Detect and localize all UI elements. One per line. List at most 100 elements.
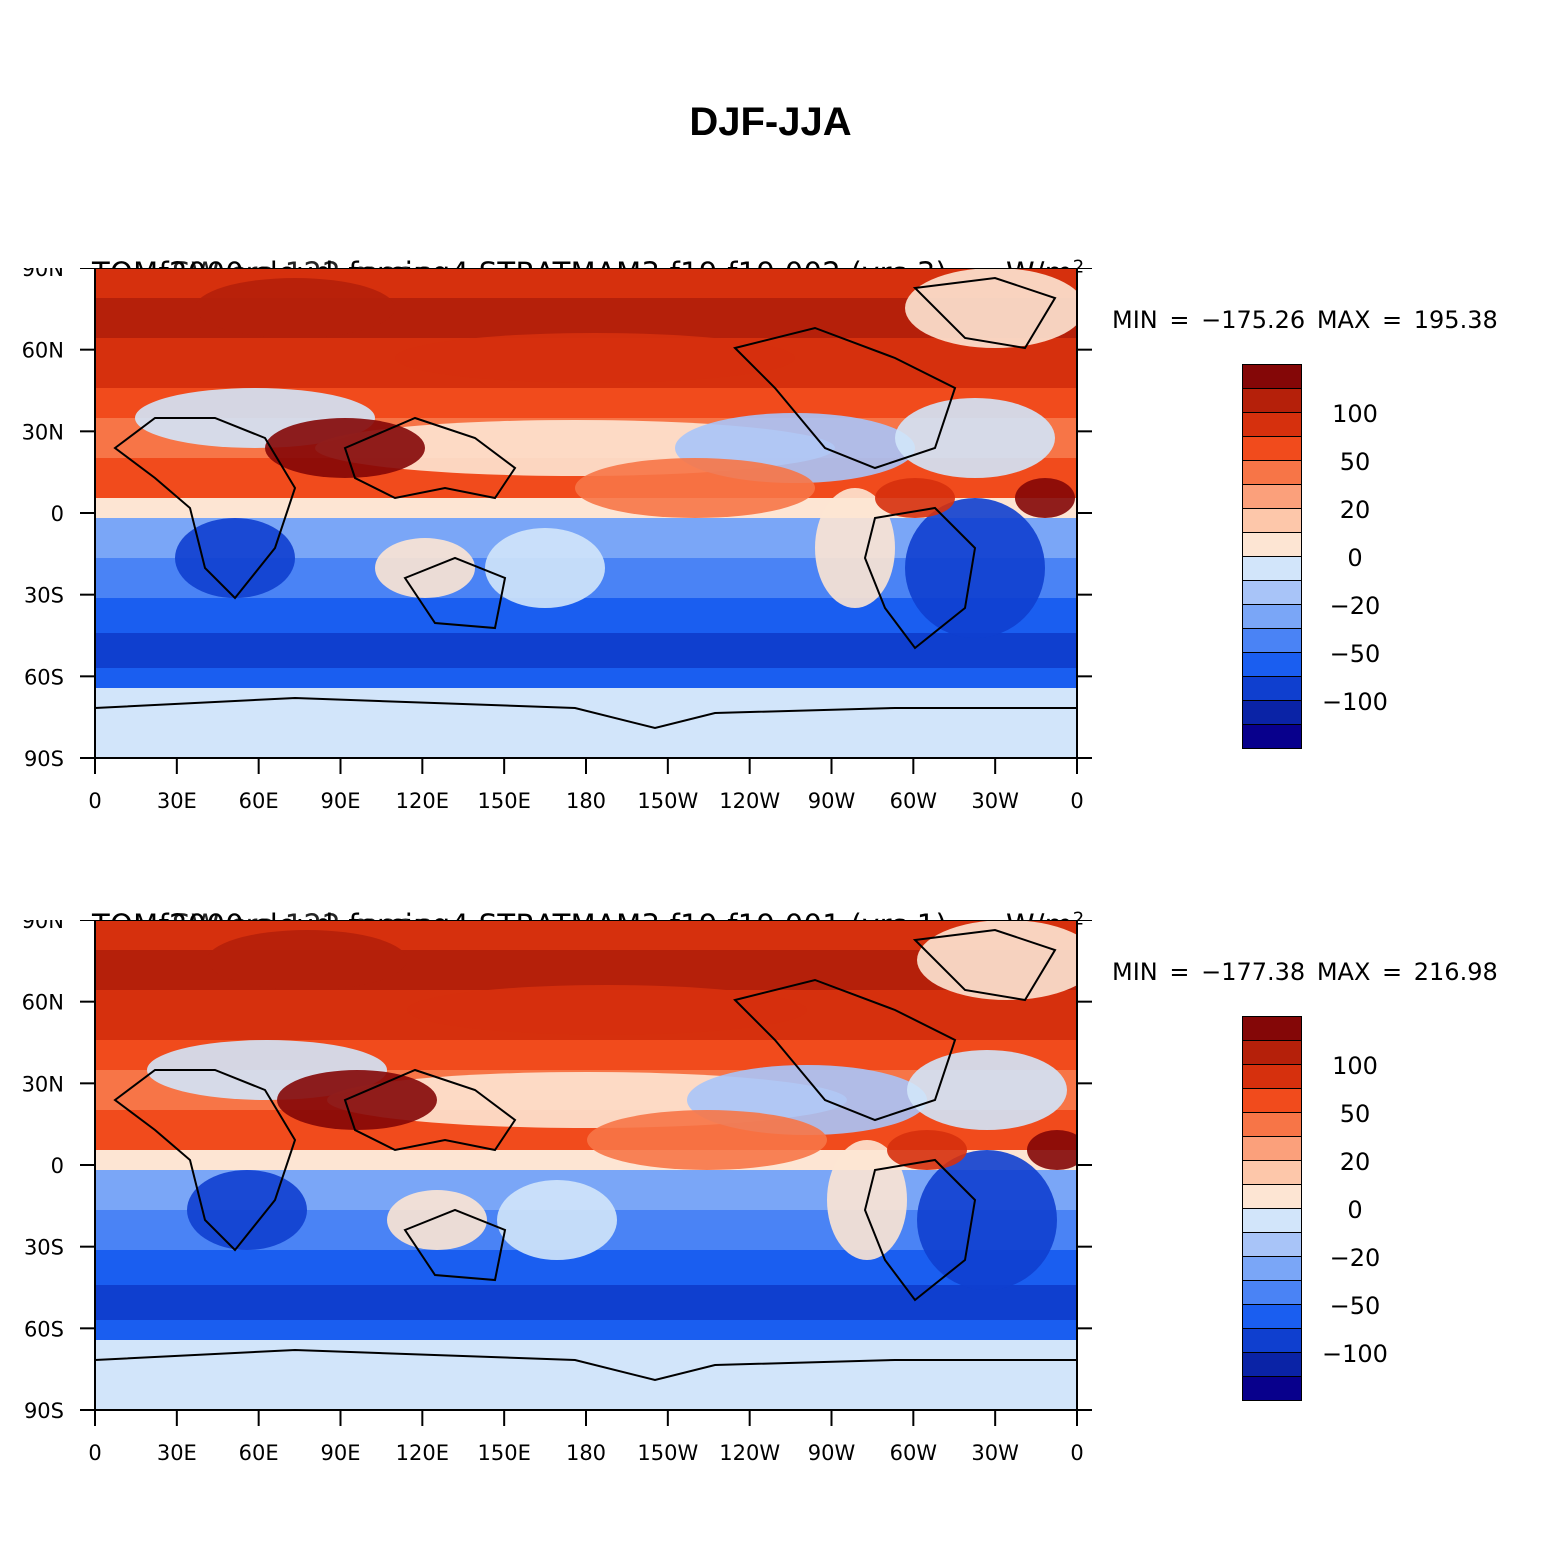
x-tick-label: 90W [808, 789, 856, 813]
x-tick-label: 180 [566, 789, 606, 813]
contour-region [207, 930, 407, 990]
y-tick-label: 60N [22, 339, 64, 363]
colorbar-label: 100 [1332, 1052, 1378, 1080]
coastline [733, 978, 957, 1122]
y-tick-label: 90S [24, 1399, 64, 1423]
coastline [912, 928, 1057, 1002]
map-frame [94, 268, 1078, 759]
coastline [95, 1348, 1077, 1382]
x-tick-label: 120E [396, 789, 449, 813]
contour-band [95, 1250, 1077, 1285]
colorbar-label: 0 [1347, 1196, 1363, 1224]
contour-region [387, 1190, 487, 1250]
x-tick-label: 0 [88, 1441, 101, 1465]
y-tick-label: 60S [24, 1317, 64, 1341]
x-tick-label: 30E [157, 789, 197, 813]
panel-2: TOMf2000.cloud_forcing4.STRATMAM3.f19.f1… [0, 908, 1541, 1550]
coastline [863, 506, 977, 650]
x-tick-label: 30E [157, 1441, 197, 1465]
coastline [113, 1069, 297, 1252]
contour-band [95, 598, 1077, 633]
x-tick-label: 90E [321, 1441, 361, 1465]
colorbar-label: −100 [1322, 688, 1388, 716]
y-tick-label: 60N [22, 991, 64, 1015]
colorbar-box [1242, 508, 1302, 532]
colorbar-box [1242, 1136, 1302, 1160]
x-tick-label: 150E [477, 789, 530, 813]
map-axes: 90N 60N 30N 0 30S 60S 90S 0 30E 60E 90E 120E 150E 180… [22, 268, 1092, 813]
coastline [95, 696, 1077, 730]
panel-1: TOMf2000.cloud_forcing4.STRATMAM3.f19.f1… [0, 256, 1541, 898]
x-tick-label: 30W [971, 1441, 1019, 1465]
colorbar-box [1242, 388, 1302, 412]
figure-title: DJF-JJA [689, 100, 852, 144]
x-tick-label: 60W [890, 789, 938, 813]
contour-region [395, 333, 795, 383]
contour-region [187, 1170, 307, 1250]
colorbar-label: 20 [1339, 496, 1371, 524]
coastline [343, 1068, 517, 1152]
colorbar-box [1242, 436, 1302, 460]
coastline [403, 556, 507, 630]
y-tick-label: 90N [22, 920, 64, 933]
contour-region [887, 1130, 967, 1170]
x-tick-label: 0 [1070, 1441, 1083, 1465]
x-tick-label: 90W [808, 1441, 856, 1465]
y-tick-label: 30S [24, 584, 64, 608]
colorbar [1242, 1016, 1302, 1401]
y-tick-label: 30N [22, 420, 64, 444]
contour-region [587, 1110, 827, 1170]
contour-region [905, 268, 1077, 348]
contour-map [95, 920, 1077, 1410]
colorbar-label: −50 [1329, 640, 1381, 668]
colorbar-box [1242, 604, 1302, 628]
x-tick-label: 30W [971, 789, 1019, 813]
colorbar [1242, 364, 1302, 749]
x-tick-label: 0 [88, 789, 101, 813]
x-tick-label: 0 [1070, 789, 1083, 813]
colorbar-label: 50 [1339, 448, 1371, 476]
contour-band [95, 1150, 1077, 1170]
map-frame [94, 920, 1078, 1411]
contour-region [277, 1070, 437, 1130]
colorbar-label: 100 [1332, 400, 1378, 428]
colorbar-box [1242, 1328, 1302, 1352]
coastline [403, 1208, 507, 1282]
colorbar-box [1242, 700, 1302, 724]
colorbar-box [1242, 1184, 1302, 1208]
x-tick-label: 60E [239, 789, 279, 813]
colorbar-box [1242, 628, 1302, 652]
coastline [113, 417, 297, 600]
contour-region [907, 1050, 1067, 1130]
contour-band [95, 668, 1077, 688]
colorbar-box [1242, 1088, 1302, 1112]
colorbar-label: 0 [1347, 544, 1363, 572]
colorbar-box [1242, 364, 1302, 388]
x-tick-label: 90E [321, 789, 361, 813]
colorbar-box [1242, 1064, 1302, 1088]
y-tick-label: 0 [51, 1154, 64, 1178]
x-tick-label: 150E [477, 1441, 530, 1465]
colorbar-box [1242, 580, 1302, 604]
colorbar-label: −20 [1329, 1244, 1381, 1272]
contour-band [95, 1285, 1077, 1320]
contour-region [485, 528, 605, 608]
colorbar-box [1242, 1208, 1302, 1232]
colorbar-box [1242, 460, 1302, 484]
colorbar-box [1242, 1256, 1302, 1280]
contour-region [497, 1180, 617, 1260]
contour-band [95, 1320, 1077, 1340]
coastline [863, 1158, 977, 1302]
colorbar-label: −20 [1329, 592, 1381, 620]
contour-region [1015, 478, 1075, 518]
units-superscript: 2 [1072, 908, 1085, 930]
x-tick-label: 150W [637, 789, 698, 813]
contour-region [917, 1150, 1057, 1290]
coastline [343, 416, 517, 500]
x-tick-label: 60W [890, 1441, 938, 1465]
y-tick-label: 30N [22, 1072, 64, 1096]
colorbar-label: 50 [1339, 1100, 1371, 1128]
colorbar-box [1242, 652, 1302, 676]
y-tick-label: 30S [24, 1236, 64, 1260]
contour-region [375, 538, 475, 598]
